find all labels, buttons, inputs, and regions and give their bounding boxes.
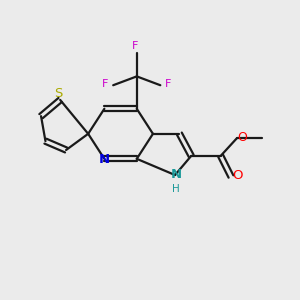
Text: O: O (237, 131, 247, 144)
Text: N: N (171, 168, 182, 181)
Text: O: O (232, 169, 243, 182)
Text: H: H (172, 184, 180, 194)
Text: F: F (102, 79, 108, 89)
Text: S: S (55, 87, 63, 100)
Text: N: N (99, 153, 110, 166)
Text: F: F (165, 79, 172, 89)
Text: F: F (132, 41, 139, 51)
